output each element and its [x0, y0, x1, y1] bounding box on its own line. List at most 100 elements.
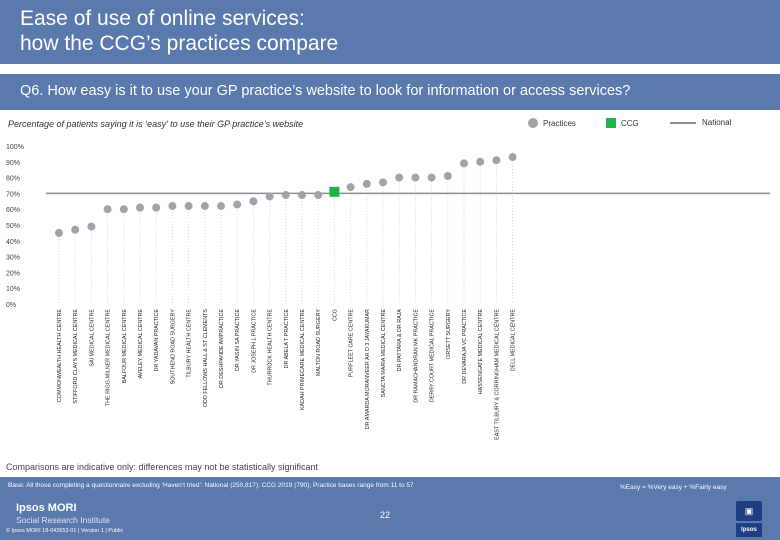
practice-marker: [492, 156, 501, 165]
question-bar: Q6. How easy is it to use your GP practi…: [0, 74, 780, 110]
x-tick-label: EAST TILBURY & CORRINGHAM MEDICAL CENTRE: [494, 309, 500, 440]
ccg-square-icon: [606, 118, 616, 128]
footer: Base: All those completing a questionnai…: [0, 477, 780, 540]
legend-ccg-label: CCG: [621, 118, 639, 128]
data-points: [55, 153, 517, 237]
header-banner: Ease of use of online services: how the …: [0, 0, 780, 64]
ipsos-logo-icon: Ipsos: [736, 523, 762, 537]
x-tick-label: ORSETT SURGERY: [446, 309, 452, 359]
x-tick-label: ODD FELLOWS HALL & ST CLEMENTS: [203, 309, 209, 408]
practice-marker: [443, 172, 452, 181]
title-line-2: how the CCG’s practices compare: [20, 32, 339, 55]
x-tick-label: THURROCK HEALTH CENTRE: [268, 309, 274, 386]
brand-subtitle: Social Research Institute: [16, 515, 111, 525]
practice-marker: [55, 228, 63, 237]
x-tick-label: CCG: [332, 309, 338, 321]
x-tick-label: KADAH PRIMECARE MEDICAL CENTRE: [300, 309, 306, 410]
practice-marker: [379, 178, 387, 187]
chart-area: 0% 10% 20% 30% 40% 50% 60% 70% 80% 90% 100% COMMON…: [6, 144, 770, 440]
x-tick-label: DR DEVARAJA VC PRACTICE: [462, 309, 468, 384]
practice-marker: [427, 173, 436, 182]
practice-marker: [314, 190, 323, 199]
y-tick-label: 90%: [6, 160, 20, 167]
practice-marker: [71, 225, 80, 234]
x-tick-label: SOUTHEND ROAD SURGERY: [170, 309, 176, 385]
x-tick-label: DR JOSEPH L PRACTICE: [251, 309, 257, 373]
brand-name: Ipsos MORI: [16, 502, 77, 514]
y-tick-label: 10%: [6, 286, 20, 293]
x-tick-label: DR DESHPANDE AMPRACTICE: [219, 309, 225, 388]
x-tick-label: DR YASIN SA PRACTICE: [235, 309, 241, 372]
practice-marker: [87, 222, 96, 231]
legend-national-label: National: [702, 118, 732, 127]
x-tick-label: SANCTA MARIA MEDICAL CENTRE: [381, 309, 387, 398]
page-number: 22: [380, 510, 391, 520]
x-tick-label: DR AMARDA MORANVEER AR D 3 JAYAKUMAR: [365, 309, 371, 429]
x-tick-label: STIFFORD CLAYS MEDICAL CENTRE: [73, 309, 79, 404]
practice-marker: [265, 192, 274, 201]
practice-marker: [249, 197, 258, 206]
y-tick-label: 80%: [6, 176, 20, 183]
practice-marker: [281, 190, 290, 199]
easy-definition-note: %Easy = %Very easy + %Fairly easy: [620, 484, 727, 491]
y-tick-label: 70%: [6, 191, 20, 198]
practice-marker: [298, 190, 306, 199]
question-text: Q6. How easy is it to use your GP practi…: [20, 83, 631, 99]
legend-practices-label: Practices: [543, 118, 576, 128]
practice-marker: [233, 200, 242, 209]
x-tick-label: DR RAMACHANDRAN MK PRACTICE: [413, 309, 419, 403]
practice-dot-icon: [528, 118, 538, 128]
x-tick-label: TILBURY HEALTH CENTRE: [187, 309, 193, 378]
y-tick-label: 40%: [6, 239, 20, 246]
practice-marker: [508, 153, 517, 162]
ccg-marker: [329, 186, 340, 197]
legend-practices: Practices: [528, 118, 576, 128]
x-tick-label: MALTON ROAD SURGERY: [316, 309, 322, 376]
practice-marker: [200, 202, 209, 211]
practice-marker: [168, 202, 177, 211]
x-tick-label: BALFOUR MEDICAL CENTRE: [122, 309, 128, 384]
practice-marker: [103, 205, 112, 214]
chart-subtitle: Percentage of patients saying it is ‘eas…: [8, 119, 304, 129]
practice-marker: [136, 203, 144, 212]
y-tick-label: 20%: [6, 270, 20, 277]
x-tick-label: DR PATTARA & DR RAJA: [397, 309, 403, 372]
x-tick-label: DERRY COURT MEDICAL PRACTICE: [430, 309, 436, 403]
y-tick-label: 30%: [6, 255, 20, 262]
x-tick-label: THE RIGG-MILNER MEDICAL CENTRE: [106, 309, 112, 407]
practice-marker: [362, 179, 371, 188]
y-tick-label: 100%: [6, 144, 24, 151]
x-tick-label: PURFLEET CARE CENTRE: [349, 309, 355, 378]
practice-marker: [346, 183, 355, 192]
stems: [58, 157, 513, 304]
legend-national: National: [670, 118, 731, 127]
y-tick-label: 60%: [6, 207, 20, 214]
x-axis-labels: COMMONWEALTH HEALTH CENTRE STIFFORD CLAYS…: [57, 309, 517, 440]
x-tick-label: COMMONWEALTH HEALTH CENTRE: [57, 309, 63, 403]
x-tick-label: AVELEY MEDICAL CENTRE: [138, 309, 144, 379]
practice-marker: [395, 173, 404, 182]
base-note: Base: All those completing a questionnai…: [8, 482, 414, 489]
legend-ccg: CCG: [606, 118, 639, 128]
comparison-note: Comparisons are indicative only: differe…: [6, 462, 318, 472]
x-tick-label: HASSENGATE MEDICAL CENTRE: [478, 309, 484, 395]
page-title: Ease of use of online services: how the …: [20, 6, 338, 56]
practice-marker: [119, 205, 128, 214]
practice-marker: [184, 202, 193, 211]
practice-marker: [411, 173, 420, 182]
x-tick-label: DR YADAVAN PRACTICE: [154, 309, 160, 372]
y-tick-label: 50%: [6, 223, 20, 230]
y-axis: 0% 10% 20% 30% 40% 50% 60% 70% 80% 90% 100%: [6, 144, 24, 309]
practice-marker: [460, 159, 468, 168]
practice-marker: [476, 157, 485, 166]
x-tick-label: SAI MEDICAL CENTRE: [89, 309, 95, 367]
y-tick-label: 0%: [6, 302, 16, 309]
x-tick-label: DR ABELA T PRACTICE: [284, 309, 290, 369]
title-line-1: Ease of use of online services:: [20, 7, 305, 30]
x-tick-label: DELL MEDICAL CENTRE: [511, 309, 517, 372]
practice-marker: [152, 203, 161, 212]
practice-marker: [217, 202, 225, 211]
national-line-icon: [670, 121, 696, 124]
copyright-text: © Ipsos MORI 18-042653-01 | Version 1 | …: [6, 528, 124, 534]
nhs-logo-icon: ▣: [736, 501, 762, 521]
